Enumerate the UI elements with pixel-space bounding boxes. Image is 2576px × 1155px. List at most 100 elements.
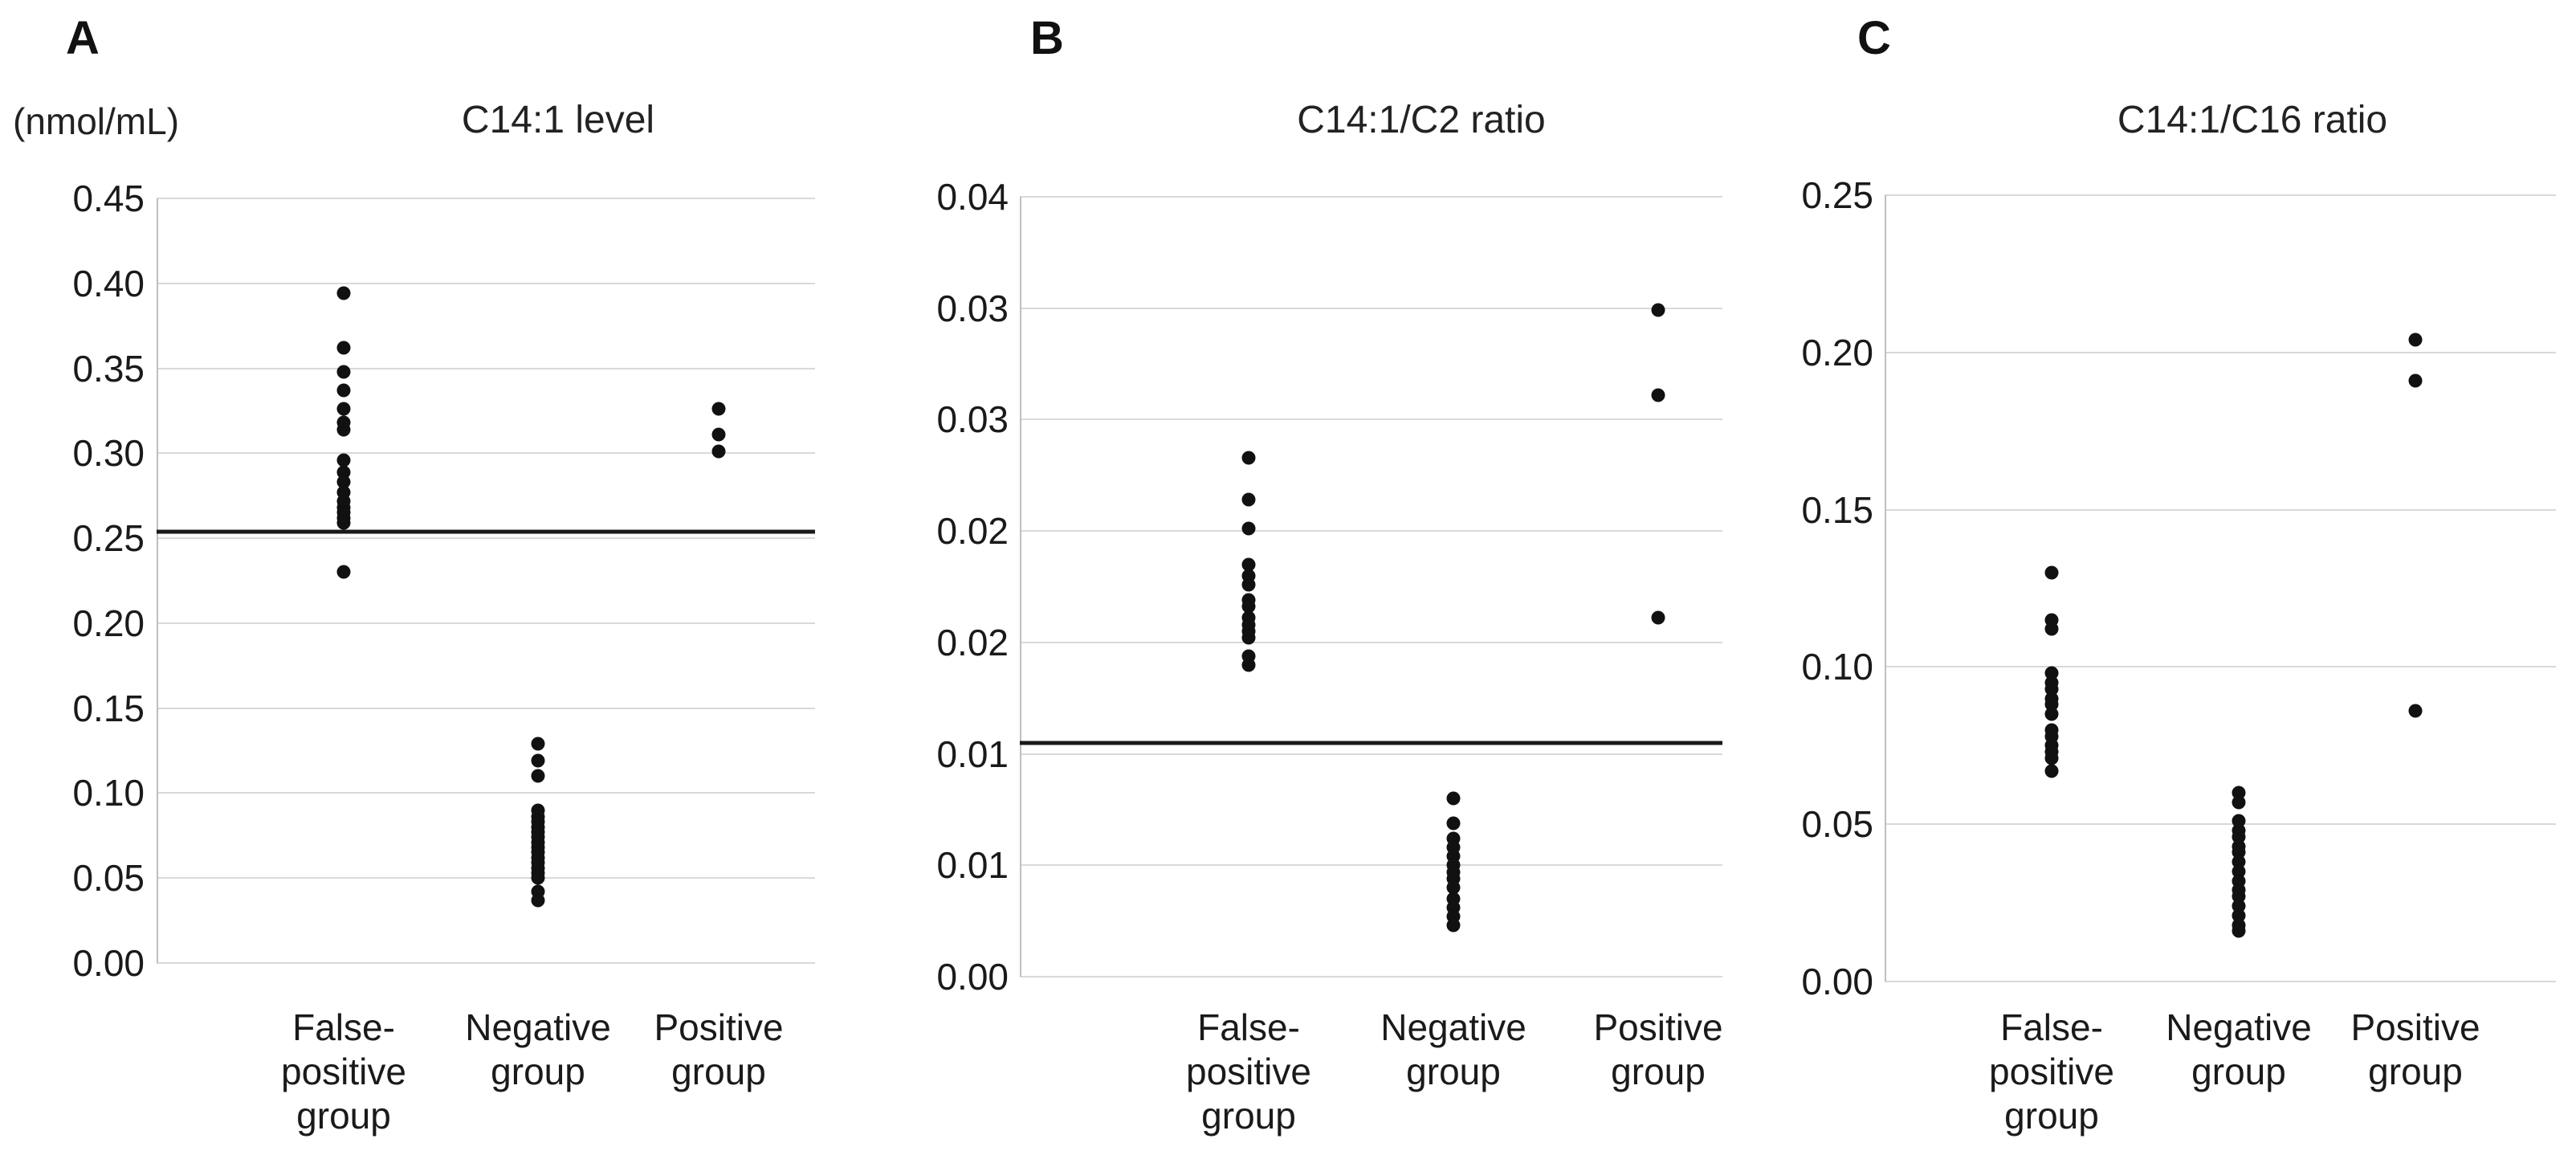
gridline	[157, 282, 815, 284]
y-tick-label: 0.00	[1801, 961, 1873, 1002]
data-point	[2232, 924, 2246, 938]
data-point	[1241, 599, 1256, 614]
gridline	[1885, 981, 2556, 982]
y-tick-label: 0.20	[72, 602, 145, 644]
cutoff-line	[1020, 741, 1722, 745]
y-tick-label: 0.01	[936, 844, 1009, 887]
y-tick-label: 0.10	[1801, 646, 1873, 688]
data-point	[2408, 704, 2423, 718]
data-point	[1446, 816, 1461, 831]
y-tick-label: 0.01	[936, 733, 1009, 775]
gridline	[1885, 351, 2556, 353]
y-tick-label: 0.20	[1801, 331, 1873, 373]
gridline	[157, 707, 815, 709]
x-category-label: Positive group	[654, 1006, 784, 1092]
gridline	[157, 537, 815, 540]
gridline	[1020, 864, 1722, 867]
data-point	[531, 737, 545, 751]
y-tick-label: 0.05	[72, 857, 145, 900]
y-tick-label: 0.25	[72, 517, 145, 560]
y-tick-label: 0.03	[936, 287, 1009, 329]
data-point	[2408, 373, 2423, 388]
x-category-label: Negative group	[1380, 1006, 1526, 1092]
panel-c-title: C14:1/C16 ratio	[2117, 99, 2388, 141]
panel-letter-c: C	[1857, 12, 1891, 64]
gridline	[157, 792, 815, 794]
gridline	[157, 198, 815, 199]
gridline	[157, 622, 815, 624]
data-point	[336, 453, 351, 467]
data-point	[336, 422, 351, 437]
gridline	[1020, 307, 1722, 309]
x-category-label: False- positive group	[1989, 1006, 2114, 1137]
gridline	[1020, 753, 1722, 755]
data-point	[336, 341, 351, 355]
gridline	[1020, 196, 1722, 198]
y-axis-line	[1885, 195, 1886, 982]
data-point	[711, 402, 726, 416]
gridline	[1885, 666, 2556, 668]
gridline	[1885, 823, 2556, 826]
y-tick-label: 0.15	[72, 687, 145, 729]
data-point	[531, 769, 545, 783]
y-tick-label: 0.00	[936, 956, 1009, 998]
x-category-label: Positive group	[1593, 1006, 1723, 1092]
data-point	[531, 753, 545, 768]
y-axis-unit-label: (nmol/mL)	[13, 100, 180, 142]
y-tick-label: 0.05	[1801, 803, 1873, 846]
data-point	[1651, 610, 1665, 625]
y-tick-label: 0.02	[936, 621, 1009, 663]
data-point	[1446, 918, 1461, 933]
x-category-label: False- positive group	[281, 1006, 406, 1137]
data-point	[1241, 492, 1256, 507]
y-axis-line	[157, 198, 158, 963]
y-tick-label: 0.30	[72, 432, 145, 475]
cutoff-line	[157, 529, 815, 534]
x-category-label: Positive group	[2350, 1006, 2480, 1092]
y-axis-line	[1020, 197, 1021, 977]
data-point	[336, 516, 351, 530]
data-point	[1241, 521, 1256, 536]
data-point	[2044, 707, 2059, 721]
gridline	[157, 367, 815, 369]
gridline	[1885, 194, 2556, 196]
data-point	[2044, 764, 2059, 778]
y-tick-label: 0.25	[1801, 174, 1873, 216]
data-point	[336, 383, 351, 398]
y-tick-label: 0.04	[936, 176, 1009, 218]
data-point	[1446, 880, 1461, 895]
data-point	[1241, 557, 1256, 572]
y-tick-label: 0.40	[72, 262, 145, 304]
y-tick-label: 0.45	[72, 178, 145, 219]
gridline	[157, 877, 815, 880]
x-category-label: False- positive group	[1186, 1006, 1311, 1137]
data-point	[1651, 303, 1665, 317]
gridline	[1885, 508, 2556, 511]
gridline	[157, 962, 815, 964]
data-point	[531, 893, 545, 908]
gridline	[1020, 976, 1722, 977]
data-point	[336, 286, 351, 300]
data-point	[336, 565, 351, 579]
data-point	[336, 402, 351, 416]
data-point	[531, 871, 545, 885]
panel-b-title: C14:1/C2 ratio	[1297, 99, 1546, 141]
data-point	[711, 427, 726, 442]
panel-letter-a: A	[66, 12, 100, 64]
data-point	[2408, 333, 2423, 347]
x-category-label: Negative group	[465, 1006, 611, 1092]
y-tick-label: 0.35	[72, 347, 145, 390]
gridline	[1020, 418, 1722, 421]
gridline	[1020, 641, 1722, 643]
data-point	[2232, 795, 2246, 810]
data-point	[1446, 791, 1461, 806]
data-point	[1241, 631, 1256, 645]
gridline	[1020, 530, 1722, 533]
data-point	[711, 444, 726, 459]
data-point	[1241, 578, 1256, 592]
